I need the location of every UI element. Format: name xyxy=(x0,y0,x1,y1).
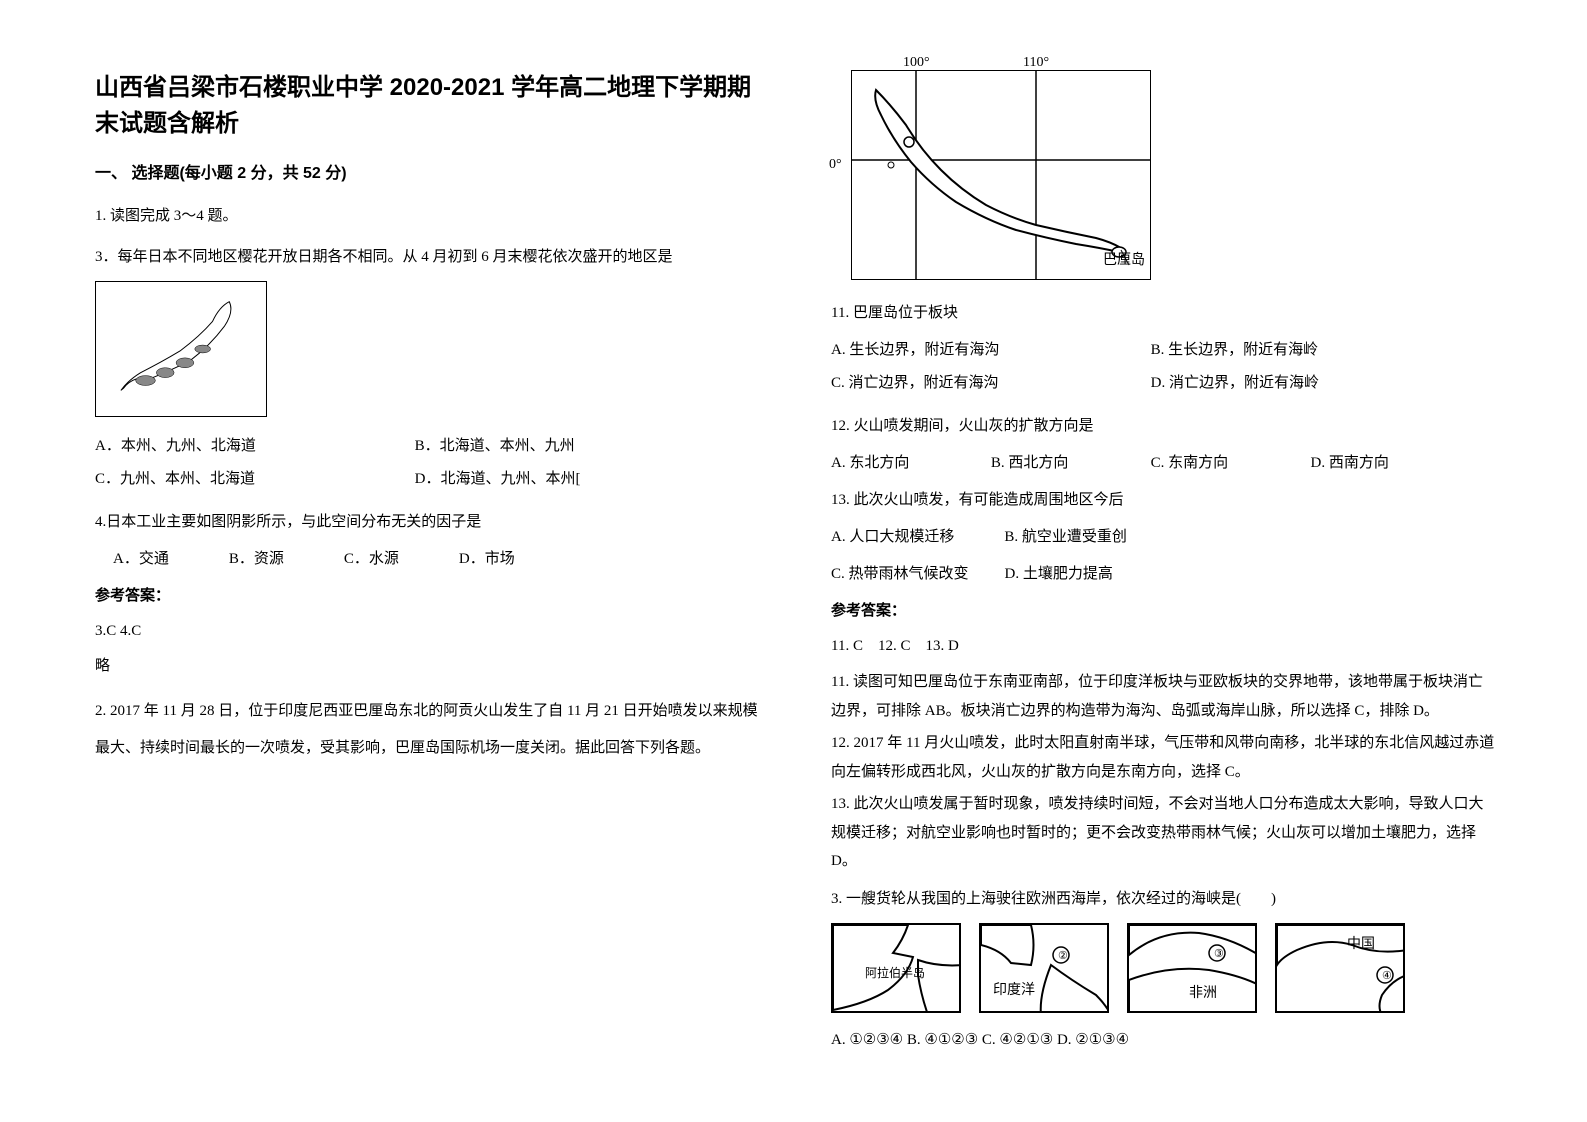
strait-3-label: 非洲 xyxy=(1189,980,1217,1005)
q1-3-opt-a: A．本州、九州、北海道 xyxy=(95,433,415,460)
q12-options: A. 东北方向 B. 西北方向 C. 东南方向 D. 西南方向 xyxy=(831,450,1497,477)
q1-4-opt-b: B．资源 xyxy=(229,546,284,573)
q13-opt-a: A. 人口大规模迁移 xyxy=(831,524,954,551)
exam-title: 山西省吕梁市石楼职业中学 2020-2021 学年高二地理下学期期末试题含解析 xyxy=(95,70,761,142)
q12-opt-a: A. 东北方向 xyxy=(831,450,991,477)
bali-map-figure: 100° 110° 0° 巴厘岛 xyxy=(851,70,1151,280)
q1-sub4: 4.日本工业主要如图阴影所示，与此空间分布无关的因子是 xyxy=(95,509,761,536)
strait-3-circle: ③ xyxy=(1214,948,1224,960)
q11-opt-c: C. 消亡边界，附近有海沟 xyxy=(831,370,1151,397)
japan-map-figure xyxy=(95,281,267,417)
q3-options: A. ①②③④ B. ④①②③ C. ④②①③ D. ②①③④ xyxy=(831,1027,1497,1054)
bali-lat-0: 0° xyxy=(829,152,842,177)
q1-sub4-options: A．交通 B．资源 C．水源 D．市场 xyxy=(95,546,761,573)
strait-4-circle: ④ xyxy=(1382,970,1392,982)
strait-2-label: 印度洋 xyxy=(993,977,1035,1002)
q2-answer-label: 参考答案： xyxy=(831,598,1497,625)
q1-sub3-options: A．本州、九州、北海道 B．北海道、本州、九州 C．九州、本州、北海道 D．北海… xyxy=(95,433,761,499)
strait-2-circle: ② xyxy=(1058,950,1068,962)
q1-4-opt-a: A．交通 xyxy=(113,546,169,573)
left-column: 山西省吕梁市石楼职业中学 2020-2021 学年高二地理下学期期末试题含解析 … xyxy=(95,70,761,1064)
bali-lon-110: 110° xyxy=(1023,50,1049,75)
q1-3-opt-d: D．北海道、九州、本州[ xyxy=(415,466,735,493)
q11-stem: 11. 巴厘岛位于板块 xyxy=(831,300,1497,327)
q3-stem: 3. 一艘货轮从我国的上海驶往欧洲西海岸，依次经过的海峡是( ) xyxy=(831,886,1497,913)
q12-opt-d: D. 西南方向 xyxy=(1310,450,1470,477)
q12-opt-b: B. 西北方向 xyxy=(991,450,1151,477)
q2-stem-line2: 最大、持续时间最长的一次喷发，受其影响，巴厘岛国际机场一度关闭。据此回答下列各题… xyxy=(95,735,761,762)
q11-opt-b: B. 生长边界，附近有海岭 xyxy=(1151,337,1471,364)
q11-opt-d: D. 消亡边界，附近有海岭 xyxy=(1151,370,1471,397)
strait-4-label: 中国 xyxy=(1347,931,1375,956)
q1-3-opt-b: B．北海道、本州、九州 xyxy=(415,433,735,460)
right-column: 100° 110° 0° 巴厘岛 11. 巴厘岛位于板块 A. 生长边界，附近有… xyxy=(831,70,1497,1064)
q13-stem: 13. 此次火山喷发，有可能造成周围地区今后 xyxy=(831,487,1497,514)
q11-opt-a: A. 生长边界，附近有海沟 xyxy=(831,337,1151,364)
page-container: 山西省吕梁市石楼职业中学 2020-2021 学年高二地理下学期期末试题含解析 … xyxy=(0,0,1587,1104)
strait-1-label: 阿拉伯半岛 xyxy=(865,967,925,980)
q12-stem: 12. 火山喷发期间，火山灰的扩散方向是 xyxy=(831,413,1497,440)
q2-explanations: 11. 读图可知巴厘岛位于东南亚南部，位于印度洋板块与亚欧板块的交界地带，该地带… xyxy=(831,668,1497,876)
q1-3-opt-c: C．九州、本州、北海道 xyxy=(95,466,415,493)
q2-exp-13: 13. 此次火山喷发属于暂时现象，喷发持续时间短，不会对当地人口分布造成太大影响… xyxy=(831,790,1497,876)
q13-options-row2: C. 热带雨林气候改变 D. 土壤肥力提高 xyxy=(831,561,1497,588)
q2-exp-11: 11. 读图可知巴厘岛位于东南亚南部，位于印度洋板块与亚欧板块的交界地带，该地带… xyxy=(831,668,1497,725)
q1-4-opt-d: D．市场 xyxy=(459,546,515,573)
q1-answer-label: 参考答案： xyxy=(95,583,761,610)
q1-answer-note: 略 xyxy=(95,653,761,680)
q13-opt-b: B. 航空业遭受重创 xyxy=(1004,524,1127,551)
q13-opt-d: D. 土壤肥力提高 xyxy=(1005,561,1113,588)
strait-box-4: ④ 中国 xyxy=(1275,923,1405,1013)
q1-stem: 1. 读图完成 3～4 题。 xyxy=(95,203,761,230)
strait-box-3: ③ 非洲 xyxy=(1127,923,1257,1013)
q1-sub3: 3．每年日本不同地区樱花开放日期各不相同。从 4 月初到 6 月末樱花依次盛开的… xyxy=(95,244,761,271)
strait-box-2: ② 印度洋 xyxy=(979,923,1109,1013)
q2-stem-line1: 2. 2017 年 11 月 28 日，位于印度尼西亚巴厘岛东北的阿贡火山发生了… xyxy=(95,698,761,725)
q1-4-opt-c: C．水源 xyxy=(344,546,399,573)
bali-lon-100: 100° xyxy=(903,50,930,75)
q13-opt-c: C. 热带雨林气候改变 xyxy=(831,561,969,588)
q2-answer-line: 11. C 12. C 13. D xyxy=(831,633,1497,660)
q1-answer-text: 3.C 4.C xyxy=(95,618,761,645)
japan-map-svg xyxy=(96,282,266,416)
q2-exp-12: 12. 2017 年 11 月火山喷发，此时太阳直射南半球，气压带和风带向南移，… xyxy=(831,729,1497,786)
section-1-heading: 一、 选择题(每小题 2 分，共 52 分) xyxy=(95,160,761,189)
bali-island-label: 巴厘岛 xyxy=(1103,247,1145,272)
q13-options-row1: A. 人口大规模迁移 B. 航空业遭受重创 xyxy=(831,524,1497,551)
q11-options: A. 生长边界，附近有海沟 B. 生长边界，附近有海岭 C. 消亡边界，附近有海… xyxy=(831,337,1497,403)
q12-opt-c: C. 东南方向 xyxy=(1151,450,1311,477)
strait-box-1: 阿拉伯半岛 xyxy=(831,923,961,1013)
straits-figure-row: 阿拉伯半岛 ② 印度洋 ③ 非洲 xyxy=(831,923,1497,1013)
